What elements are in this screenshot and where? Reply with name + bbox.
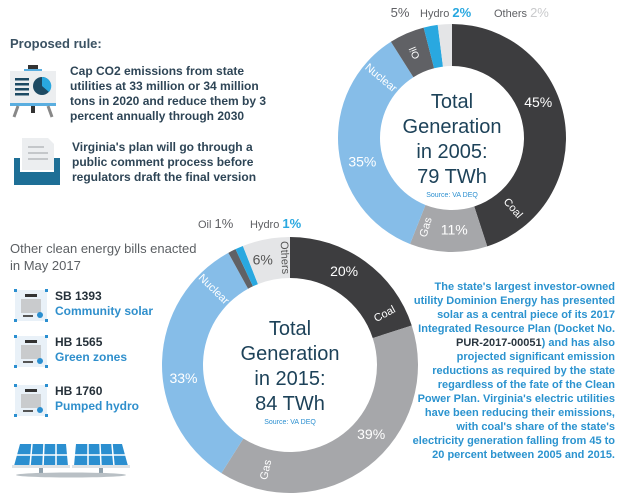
category-label: Oil: [198, 219, 215, 231]
note-text-before: The state's largest investor-owned utili…: [413, 281, 615, 335]
bill-document-icon: [14, 335, 48, 368]
slice-oil: [390, 27, 435, 78]
donut-title-line: 84 TWh: [255, 393, 325, 415]
donut-title-line: in 2015:: [254, 368, 325, 390]
slice-nuclear: [338, 41, 426, 244]
bill-name: Green zones: [55, 350, 128, 364]
percent-label: 35%: [348, 154, 376, 170]
bills-heading: Other clean energy bills enacted in May …: [10, 241, 197, 273]
slice-coal: [290, 237, 412, 339]
category-label: Hydro: [420, 8, 452, 20]
solar-panel-icon: [12, 443, 130, 478]
source-label: Source: VA DEQ: [426, 192, 478, 199]
slice-oil: [228, 249, 253, 289]
slice-gas: [410, 204, 488, 252]
percent-label: 20%: [330, 263, 358, 279]
percent-label: 33%: [169, 370, 197, 386]
percent-label: 2%: [452, 5, 471, 20]
donut-title-line: in 2005:: [416, 141, 487, 163]
category-label: Hydro: [250, 219, 282, 231]
slice-others: [437, 24, 452, 67]
donut-title-line: Total: [431, 91, 473, 113]
slice-hydro: [423, 24, 443, 69]
inbox-document-icon: [14, 138, 60, 185]
bill-id: SB 1393: [55, 289, 102, 303]
category-label: Oil: [408, 45, 423, 61]
slice-gas: [221, 325, 418, 493]
note-text-after: ) and has also projected significant emi…: [412, 337, 615, 461]
outside-label-others: Others 2%: [494, 5, 549, 20]
outside-label-oil: 5%: [391, 5, 410, 20]
percent-label: 1%: [215, 216, 234, 231]
category-label: Gas: [258, 458, 274, 481]
bill-id: HB 1565: [55, 335, 103, 349]
presentation-board-icon: [10, 65, 56, 118]
category-label: Gas: [418, 216, 435, 239]
source-label: Source: VA DEQ: [264, 419, 316, 426]
bill-document-icon: [14, 384, 48, 417]
percent-label: 39%: [357, 426, 385, 442]
slice-hydro: [235, 245, 258, 287]
donut-title-line: Generation: [241, 343, 340, 365]
outside-label-hydro: Hydro 2%: [420, 5, 472, 20]
category-label: Others: [494, 8, 530, 20]
bill-name: Pumped hydro: [55, 399, 140, 413]
slice-coal: [452, 24, 567, 247]
bill-id: HB 1760: [55, 384, 103, 398]
donut-title-line: 79 TWh: [417, 166, 487, 188]
proposed-rule-text-1: Cap CO2 emissions from state utilities a…: [70, 64, 267, 123]
percent-label: 11%: [441, 222, 468, 238]
donut-title-line: Total: [269, 318, 311, 340]
outside-label-hydro: Hydro 1%: [250, 216, 302, 231]
donut-title-line: Generation: [403, 116, 502, 138]
percent-label: 6%: [253, 252, 273, 268]
bill-name: Community solar: [55, 304, 154, 318]
dominion-note: The state's largest investor-owned utili…: [410, 280, 615, 462]
percent-label: 1%: [282, 216, 301, 231]
proposed-rule-heading: Proposed rule:: [10, 36, 102, 51]
slice-nuclear: [162, 252, 249, 474]
outside-label-oil: Oil 1%: [198, 216, 234, 231]
proposed-rule-text-2: Virginia's plan will go through a public…: [72, 140, 257, 184]
percent-label: 5%: [391, 5, 410, 20]
category-label: Others: [278, 241, 292, 275]
bill-document-icon: [14, 289, 48, 322]
percent-label: 45%: [524, 94, 552, 110]
slice-others: [242, 237, 290, 285]
docket-number: PUR-2017-00051: [456, 337, 542, 349]
percent-label: 2%: [530, 5, 549, 20]
